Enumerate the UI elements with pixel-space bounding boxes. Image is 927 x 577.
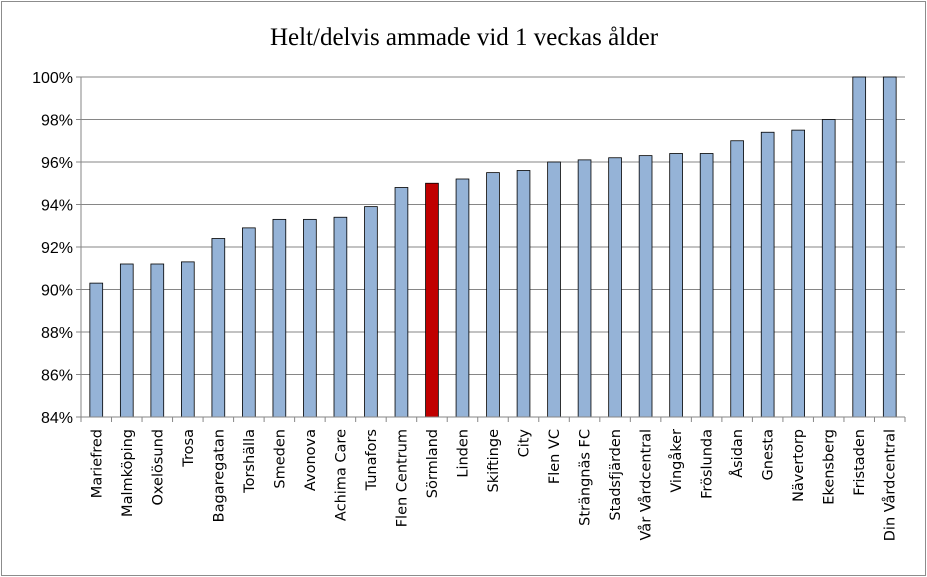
bar bbox=[638, 155, 653, 418]
bar bbox=[181, 261, 195, 418]
bar bbox=[730, 140, 744, 418]
x-tick-label: Din Vårdcentral bbox=[882, 429, 899, 541]
x-tick-label: Ekensberg bbox=[822, 429, 838, 505]
x-tick-label: City bbox=[517, 429, 533, 458]
bar bbox=[303, 218, 317, 418]
x-tick-label: Mariefred bbox=[89, 429, 105, 498]
x-tick-label: Achima Care bbox=[333, 429, 349, 521]
bar bbox=[821, 119, 836, 418]
bar bbox=[577, 159, 592, 418]
bar bbox=[364, 206, 378, 418]
bar bbox=[852, 76, 867, 418]
bar bbox=[669, 153, 683, 418]
bar bbox=[516, 170, 531, 418]
x-tick-label: Skiftinge bbox=[486, 429, 502, 493]
bar bbox=[425, 182, 439, 418]
y-tick-label: 94% bbox=[41, 198, 73, 215]
x-tick-label: Smeden bbox=[272, 429, 288, 489]
bar bbox=[791, 129, 805, 418]
x-tick-label: Tunafors bbox=[364, 429, 380, 491]
y-tick-labels: 84% 86% 88% 90% 92% 94% 96% 98% 100% bbox=[32, 70, 73, 427]
x-tick-label: Vingåker bbox=[668, 429, 685, 493]
x-tick-label: Flen Centrum bbox=[394, 429, 410, 527]
x-tick-label: Fröslunda bbox=[700, 429, 716, 499]
x-tick-label: Oxelösund bbox=[150, 429, 166, 506]
chart-title: Helt/delvis ammade vid 1 veckas ålder bbox=[270, 24, 659, 51]
y-tick-label: 90% bbox=[41, 283, 73, 300]
x-tick-label: Malmköping bbox=[120, 429, 136, 517]
bar bbox=[699, 153, 714, 418]
x-tick-label: Trosa bbox=[181, 429, 197, 468]
x-tick-label: Gnesta bbox=[761, 429, 777, 480]
x-tick-label: Sörmland bbox=[425, 429, 441, 498]
bar bbox=[760, 131, 775, 418]
bar bbox=[89, 282, 104, 418]
y-tick-label: 86% bbox=[41, 368, 73, 385]
x-tick-label: Torshälla bbox=[242, 429, 258, 494]
bars bbox=[89, 76, 897, 418]
x-tick-label: Flen VC bbox=[547, 429, 563, 484]
x-tick-labels: Mariefred Malmköping Oxelösund Trosa Bagareg… bbox=[89, 429, 898, 542]
axes bbox=[80, 77, 905, 418]
bar bbox=[882, 76, 897, 418]
y-tick-label: 84% bbox=[41, 410, 73, 427]
y-tick-label: 98% bbox=[41, 113, 73, 130]
y-tick-label: 88% bbox=[41, 325, 73, 342]
bar bbox=[119, 263, 134, 418]
x-tick-label: Bagaregatan bbox=[211, 429, 227, 522]
x-tick-label: Nävertorp bbox=[791, 429, 807, 502]
x-tick-label: Stadsfjärden bbox=[608, 429, 624, 521]
bar bbox=[242, 227, 256, 418]
x-tick-label: Strängnäs FC bbox=[578, 429, 594, 526]
bar bbox=[455, 178, 470, 418]
bar bbox=[547, 161, 561, 418]
bar bbox=[272, 218, 287, 418]
bar bbox=[150, 263, 165, 418]
x-tick-label: Avonova bbox=[303, 429, 319, 491]
y-tick-label: 96% bbox=[41, 155, 73, 172]
bar bbox=[394, 187, 409, 418]
bar bbox=[333, 216, 348, 418]
y-tick-label: 100% bbox=[32, 70, 73, 87]
x-tick-label: Fristaden bbox=[852, 429, 868, 496]
bar bbox=[211, 238, 226, 418]
y-tick-label: 92% bbox=[41, 240, 73, 257]
bar bbox=[608, 157, 622, 418]
x-tick-label: Vår Vårdcentral bbox=[638, 429, 655, 540]
bar bbox=[486, 172, 500, 418]
x-tick-label: Linden bbox=[455, 429, 471, 478]
x-tick-label: Åsidan bbox=[729, 429, 746, 478]
